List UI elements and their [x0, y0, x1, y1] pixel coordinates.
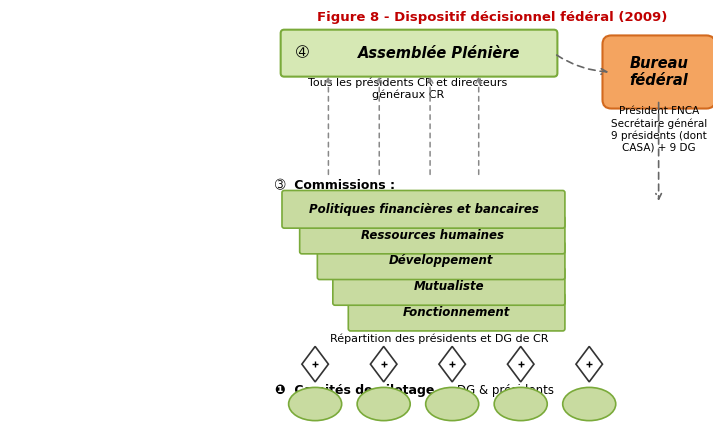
- Text: DG & présidents: DG & présidents: [456, 384, 553, 397]
- FancyBboxPatch shape: [333, 268, 565, 305]
- Text: Ressources humaines: Ressources humaines: [361, 229, 504, 241]
- Text: Mutualiste: Mutualiste: [414, 280, 484, 293]
- Text: Tous les présidents CR et directeurs
généraux CR: Tous les présidents CR et directeurs gén…: [308, 78, 508, 100]
- FancyBboxPatch shape: [282, 190, 565, 228]
- Text: Figure 8 - Dispositif décisionnel fédéral (2009): Figure 8 - Dispositif décisionnel fédéra…: [317, 11, 667, 24]
- FancyBboxPatch shape: [281, 30, 558, 77]
- Ellipse shape: [289, 387, 342, 421]
- Text: Bureau
fédéral: Bureau fédéral: [630, 56, 688, 88]
- Ellipse shape: [563, 387, 616, 421]
- Text: ➃: ➃: [295, 46, 308, 61]
- FancyBboxPatch shape: [602, 35, 713, 109]
- Text: ❶  Comités de pilotage: ❶ Comités de pilotage: [275, 384, 435, 397]
- Polygon shape: [371, 346, 397, 382]
- Ellipse shape: [426, 387, 478, 421]
- Ellipse shape: [494, 387, 548, 421]
- Text: Développement: Développement: [389, 254, 493, 267]
- Text: Fonctionnement: Fonctionnement: [403, 306, 511, 319]
- Ellipse shape: [357, 387, 410, 421]
- Text: ➂  Commissions :: ➂ Commissions :: [275, 179, 396, 192]
- FancyBboxPatch shape: [299, 216, 565, 254]
- FancyBboxPatch shape: [348, 293, 565, 331]
- Text: Répartition des présidents et DG de CR: Répartition des présidents et DG de CR: [329, 333, 548, 344]
- FancyBboxPatch shape: [317, 242, 565, 280]
- Polygon shape: [439, 346, 466, 382]
- Polygon shape: [576, 346, 602, 382]
- Polygon shape: [302, 346, 329, 382]
- Text: Assemblée Plénière: Assemblée Plénière: [358, 46, 520, 61]
- Text: Politiques financières et bancaires: Politiques financières et bancaires: [309, 203, 538, 216]
- Polygon shape: [508, 346, 534, 382]
- Text: Président FNCA
Secrétaire général
9 présidents (dont
CASA) + 9 DG: Président FNCA Secrétaire général 9 prés…: [611, 106, 707, 152]
